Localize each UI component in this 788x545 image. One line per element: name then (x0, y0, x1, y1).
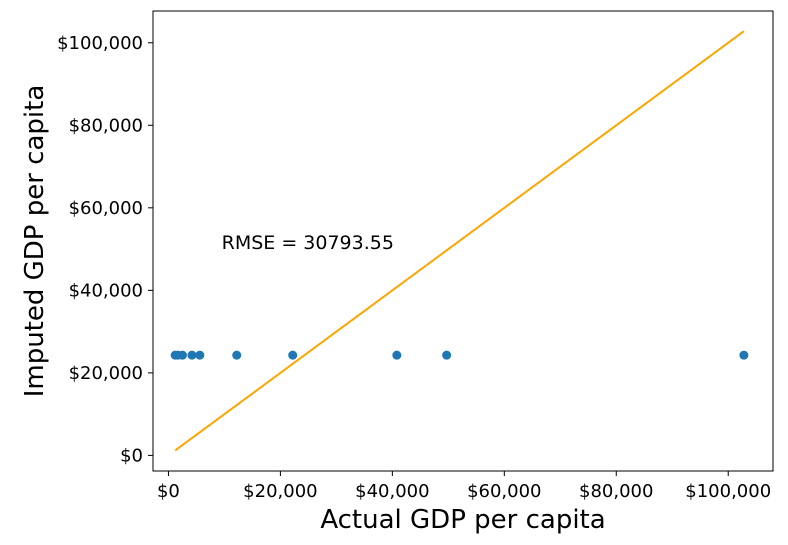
data-point (177, 350, 187, 360)
y-tick-label: $100,000 (57, 33, 143, 54)
y-axis-label: Imputed GDP per capita (20, 85, 50, 398)
data-point (195, 350, 205, 360)
y-axis: $0 $20,000 $40,000 $60,000 $80,000 $100,000 (57, 33, 153, 466)
data-point (232, 350, 242, 360)
x-tick-label: $0 (157, 481, 180, 502)
data-point (739, 350, 749, 360)
y-tick-label: $40,000 (69, 280, 143, 301)
data-point (442, 350, 452, 360)
y-tick-label: $80,000 (69, 115, 143, 136)
y-tick-label: $20,000 (69, 363, 143, 384)
x-axis: $0 $20,000 $40,000 $60,000 $80,000 $100,000 (157, 471, 771, 502)
data-point (288, 350, 298, 360)
x-axis-label: Actual GDP per capita (320, 505, 605, 535)
x-tick-label: $20,000 (243, 481, 317, 502)
identity-line (174, 30, 745, 452)
annotation-layer: RMSE = 30793.55 (222, 232, 394, 254)
rmse-annotation: RMSE = 30793.55 (222, 232, 394, 254)
series-layer (170, 30, 749, 452)
x-tick-label: $40,000 (355, 481, 429, 502)
y-tick-label: $60,000 (69, 198, 143, 219)
x-tick-label: $60,000 (467, 481, 541, 502)
y-tick-label: $0 (120, 445, 143, 466)
plot-area (153, 11, 773, 471)
data-point (187, 350, 197, 360)
plot-frame (152, 10, 774, 472)
x-tick-label: $100,000 (685, 481, 771, 502)
x-tick-label: $80,000 (579, 481, 653, 502)
data-point (392, 350, 402, 360)
